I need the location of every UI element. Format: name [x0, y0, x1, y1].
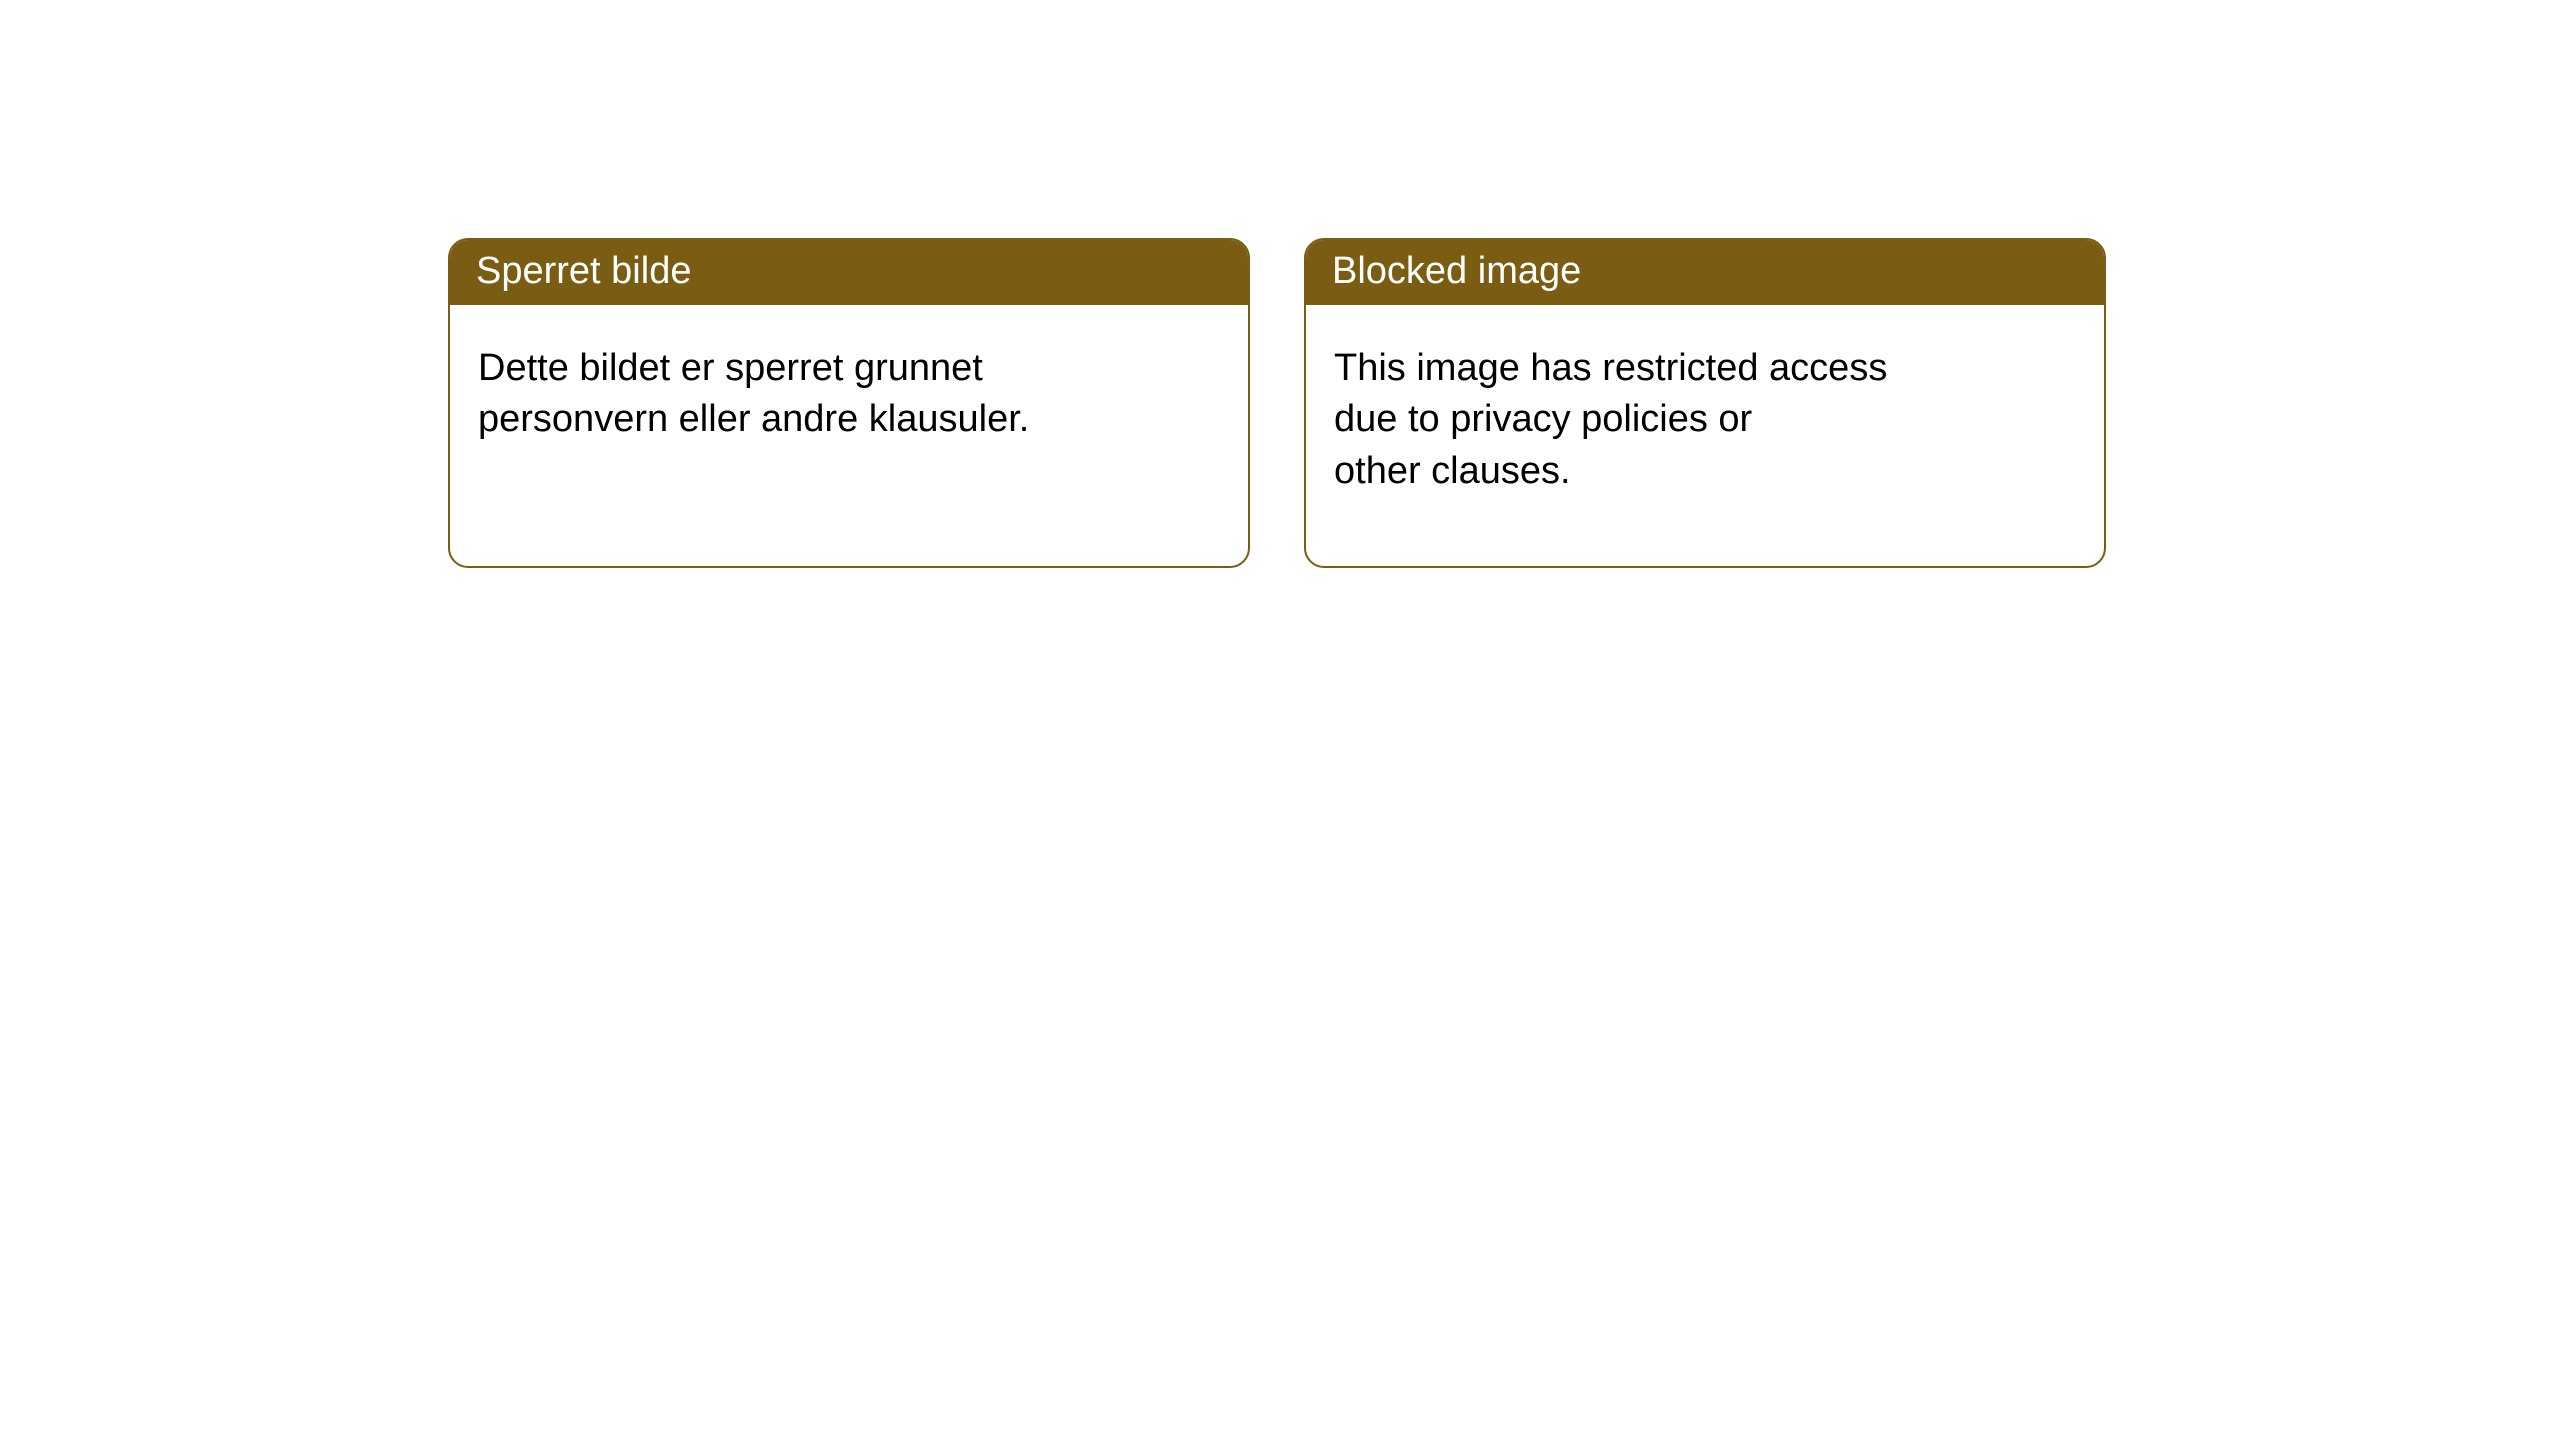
notice-card-body: This image has restricted access due to …: [1306, 305, 2104, 535]
notice-card-title: Sperret bilde: [450, 240, 1248, 305]
notice-card-body: Dette bildet er sperret grunnet personve…: [450, 305, 1248, 484]
notice-card-english: Blocked image This image has restricted …: [1304, 238, 2106, 568]
notice-card-norwegian: Sperret bilde Dette bildet er sperret gr…: [448, 238, 1250, 568]
notice-card-title: Blocked image: [1306, 240, 2104, 305]
notice-container: Sperret bilde Dette bildet er sperret gr…: [0, 0, 2560, 568]
